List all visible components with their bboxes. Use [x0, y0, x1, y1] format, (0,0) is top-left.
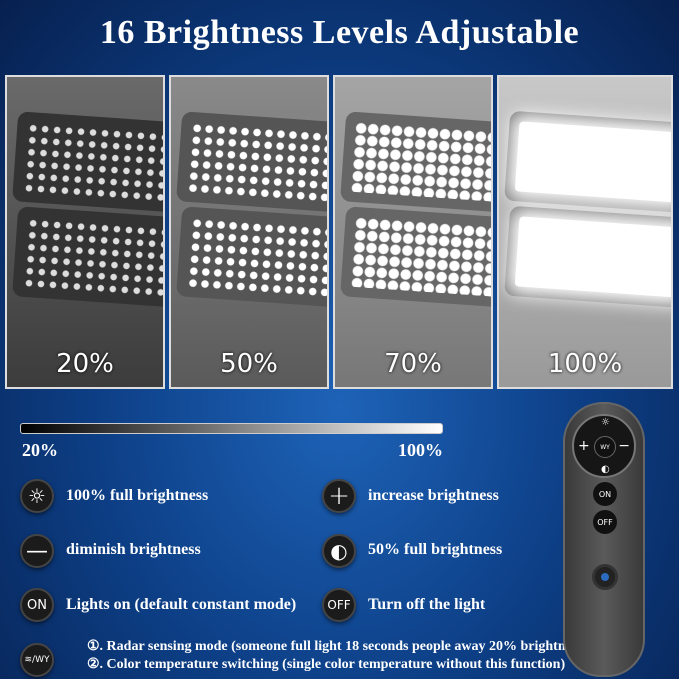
remote-dial: + − ☼ ◐ WY: [572, 414, 636, 478]
legend-text: 100% full brightness: [66, 487, 209, 504]
on-button-icon: ON: [20, 588, 54, 622]
remote-control: + − ☼ ◐ WY ON OFF: [563, 402, 645, 677]
legend-text: diminish brightness: [66, 541, 201, 558]
minus-icon: —: [20, 534, 54, 568]
gradient-min-label: 20%: [22, 440, 58, 460]
remote-wy-button[interactable]: WY: [594, 436, 616, 458]
off-button-icon: OFF: [322, 588, 356, 622]
brightness-panel-100: 100%: [497, 75, 673, 389]
sun-full-icon: ☼: [20, 479, 54, 513]
panel-label: 50%: [220, 349, 278, 379]
remote-on-button[interactable]: ON: [593, 482, 617, 506]
remote-sun-half-button[interactable]: ◐: [601, 464, 610, 475]
remote-sun-full-button[interactable]: ☼: [601, 417, 610, 428]
brightness-gradient-bar: [20, 423, 443, 434]
radar-mode-text: ①. Radar sensing mode (someone full ligh…: [87, 639, 588, 654]
sun-half-icon: ◐: [322, 534, 356, 568]
remote-sensor: [592, 564, 618, 590]
plus-icon: +: [322, 479, 356, 513]
legend-text: increase brightness: [368, 487, 499, 504]
remote-plus-button[interactable]: +: [578, 438, 590, 454]
legend-text: 50% full brightness: [368, 541, 503, 558]
brightness-panel-20: 20%: [5, 75, 165, 389]
page-title: 16 Brightness Levels Adjustable: [99, 14, 580, 51]
brightness-panel-70: 70%: [333, 75, 493, 389]
color-temp-text: ②. Color temperature switching (single c…: [87, 657, 566, 672]
legend-text: Lights on (default constant mode): [66, 596, 297, 613]
remote-off-button[interactable]: OFF: [593, 510, 617, 534]
radar-wy-icon: ≋/WY: [20, 643, 54, 677]
panel-label: 100%: [547, 349, 623, 379]
remote-minus-button[interactable]: −: [618, 438, 630, 454]
gradient-max-label: 100%: [398, 440, 443, 460]
panel-label: 20%: [56, 349, 114, 379]
panel-label: 70%: [384, 349, 442, 379]
legend-text: Turn off the light: [368, 596, 486, 613]
brightness-panel-50: 50%: [169, 75, 329, 389]
